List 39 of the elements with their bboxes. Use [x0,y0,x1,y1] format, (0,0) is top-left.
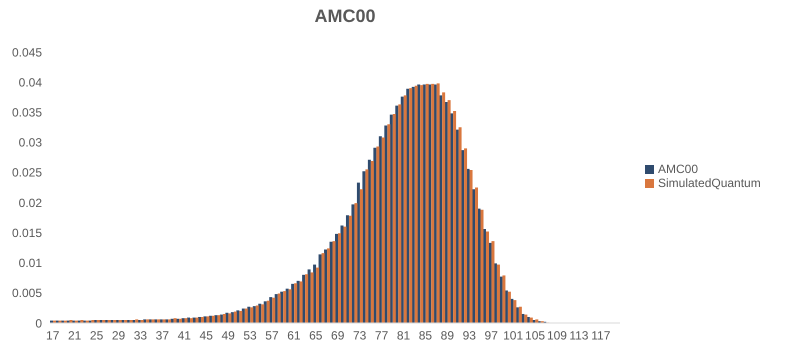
x-tick-label: 81 [396,328,411,343]
x-tick-label: 57 [265,328,279,343]
legend-label: AMC00 [658,162,698,176]
x-tick-label: 65 [309,328,323,343]
x-tick-label: 117 [591,328,611,343]
y-tick-label: 0.01 [18,256,42,270]
x-tick-label: 73 [352,328,367,343]
y-tick-label: 0.03 [18,136,42,150]
x-tick-label: 37 [156,328,170,343]
x-tick-label: 85 [418,328,432,343]
y-tick-label: 0.035 [12,105,42,120]
x-tick-label: 97 [484,328,498,343]
x-tick-label: 101 [503,328,524,343]
x-tick-label: 61 [287,328,301,343]
x-tick-label: 77 [374,328,389,343]
y-tick-label: 0.02 [18,196,42,210]
y-tick-label: 0.04 [18,75,42,90]
x-tick-label: 93 [462,328,476,343]
x-tick-label: 53 [243,328,258,343]
x-tick-label: 49 [221,328,236,343]
x-tick-label: 113 [569,328,589,343]
x-tick-label: 45 [200,328,214,343]
x-tick-label: 89 [440,328,454,343]
x-tick-label: 29 [112,328,126,343]
x-tick-label: 41 [178,328,192,343]
legend-label: SimulatedQuantum [658,176,761,190]
x-tick-label: 105 [525,328,546,343]
x-tick-label: 25 [90,328,104,343]
x-tick-label: 17 [46,328,60,343]
y-tick-label: 0.005 [12,286,42,300]
y-tick-label: 0.025 [12,166,42,180]
x-tick-label: 69 [331,328,345,343]
y-tick-label: 0 [35,316,42,330]
x-tick-label: 33 [134,328,148,343]
chart-title: AMC00 [313,6,376,27]
y-tick-label: 0.015 [12,226,42,240]
y-tick-label: 0.045 [12,45,42,60]
x-tick-label: 21 [68,328,82,343]
x-tick-label: 109 [546,328,568,343]
